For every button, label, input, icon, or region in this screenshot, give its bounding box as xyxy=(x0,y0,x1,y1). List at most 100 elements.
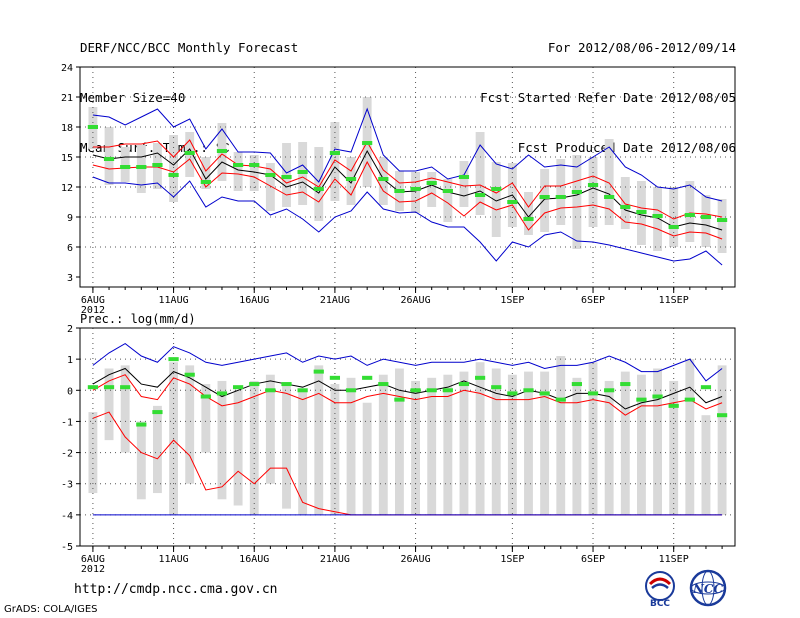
observed-marker xyxy=(410,187,421,191)
spread-box xyxy=(524,192,533,235)
observed-marker xyxy=(604,195,615,199)
observed-marker xyxy=(329,375,341,380)
x-tick-label: 2012 xyxy=(81,305,105,316)
observed-marker xyxy=(152,163,163,167)
grads-credit: GrADS: COLA/IGES xyxy=(4,604,98,615)
observed-marker xyxy=(378,382,389,387)
spread-box xyxy=(298,390,308,515)
observed-marker xyxy=(620,205,631,209)
spread-box xyxy=(636,374,646,515)
spread-box xyxy=(136,421,146,500)
observed-marker xyxy=(168,357,179,362)
produced-date: Fcst Produced Date 2012/08/06 xyxy=(517,140,736,155)
spread-box xyxy=(459,371,469,515)
spread-box xyxy=(120,147,130,182)
forecast-period: For 2012/08/06-2012/09/14 xyxy=(547,40,736,55)
header-right: For 2012/08/06-2012/09/14 Fcst Started R… xyxy=(480,10,736,175)
y-tick-label: -2 xyxy=(61,449,73,460)
observed-marker xyxy=(700,385,712,390)
spread-box xyxy=(475,132,485,215)
x-tick-label: 26AUG xyxy=(401,295,431,306)
spread-box xyxy=(620,177,630,229)
bcc-logo-text: BCC xyxy=(650,599,670,608)
ncc-logo-text: NCC xyxy=(692,582,724,596)
observed-marker xyxy=(249,382,260,387)
spread-box xyxy=(104,368,114,441)
spread-box xyxy=(556,159,566,225)
observed-marker xyxy=(168,173,179,177)
observed-marker xyxy=(474,375,486,380)
observed-marker xyxy=(652,214,663,218)
spread-box xyxy=(540,371,550,515)
x-tick-label: 16AUG xyxy=(239,554,269,565)
series-min-line xyxy=(92,176,723,266)
observed-marker xyxy=(136,165,147,169)
observed-marker xyxy=(587,391,599,396)
observed-marker xyxy=(297,388,308,393)
spread-box xyxy=(604,380,614,515)
observed-marker xyxy=(684,397,695,402)
spread-box xyxy=(572,155,582,249)
spread-box xyxy=(540,169,550,232)
started-refer-date: Fcst Started Refer Date 2012/08/05 xyxy=(480,90,736,105)
spread-box xyxy=(701,195,711,247)
series-upper-line xyxy=(92,374,723,416)
spread-box xyxy=(282,384,291,509)
observed-marker xyxy=(426,388,437,393)
observed-marker xyxy=(184,372,195,377)
x-tick-label: 16AUG xyxy=(239,295,269,306)
spread-box xyxy=(717,199,727,253)
observed-marker xyxy=(200,180,211,184)
observed-marker xyxy=(297,170,308,174)
y-tick-label: -3 xyxy=(61,480,73,491)
observed-marker xyxy=(329,151,341,155)
x-tick-label: 6AUG xyxy=(81,295,105,306)
observed-marker xyxy=(652,394,663,399)
observed-marker xyxy=(233,385,244,390)
plot-frame xyxy=(79,327,736,547)
spread-box xyxy=(620,371,630,515)
spread-box xyxy=(491,162,501,237)
spread-box xyxy=(233,152,243,191)
x-tick-label: 11SEP xyxy=(659,554,689,565)
bcc-logo: BCC xyxy=(640,568,680,612)
source-url[interactable]: http://cmdp.ncc.cma.gov.cn xyxy=(74,582,278,597)
y-tick-label: 12 xyxy=(61,183,73,194)
observed-marker xyxy=(668,225,679,229)
y-tick-label: 9 xyxy=(67,213,73,224)
ncc-logo: NCC xyxy=(684,568,732,612)
x-tick-label: 2012 xyxy=(81,564,105,575)
x-tick-label: 11AUG xyxy=(159,554,189,565)
observed-marker xyxy=(313,187,324,191)
observed-marker xyxy=(313,369,324,374)
observed-marker xyxy=(636,397,647,402)
observed-marker xyxy=(103,157,115,161)
x-tick-label: 26AUG xyxy=(401,554,431,565)
observed-marker xyxy=(265,388,276,393)
spread-box xyxy=(362,402,372,515)
observed-marker xyxy=(571,382,582,387)
series-lower-line xyxy=(92,158,723,240)
observed-marker xyxy=(200,394,211,399)
observed-marker xyxy=(442,189,453,193)
spread-box xyxy=(427,377,437,515)
spread-box xyxy=(330,384,340,515)
y-tick-label: 18 xyxy=(61,123,73,134)
observed-marker xyxy=(410,388,421,393)
spread-box xyxy=(443,179,453,222)
spread-box xyxy=(314,365,324,515)
observed-marker xyxy=(265,173,276,177)
observed-marker xyxy=(716,218,728,222)
observed-marker xyxy=(120,165,131,169)
spread-box xyxy=(378,374,388,515)
spread-box xyxy=(104,127,114,185)
spread-box xyxy=(265,374,275,484)
observed-marker xyxy=(491,187,502,191)
observed-marker xyxy=(587,183,599,187)
x-tick-label: 6AUG xyxy=(81,554,105,565)
spread-box xyxy=(556,356,566,515)
spread-box xyxy=(346,377,356,515)
